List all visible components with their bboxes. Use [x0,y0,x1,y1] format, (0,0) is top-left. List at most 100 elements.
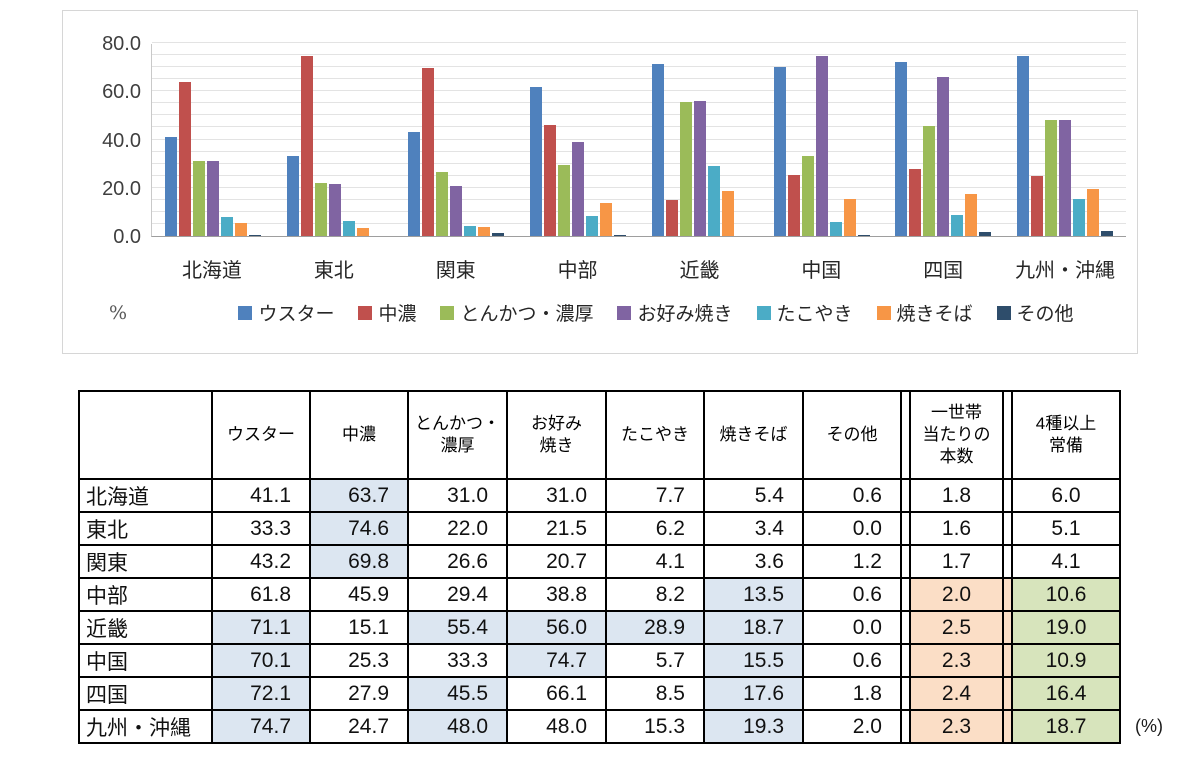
gridline [152,54,1126,56]
value-cell: 8.5 [605,676,705,711]
legend-item: とんかつ・濃厚 [440,299,593,326]
gridline [152,174,1126,176]
table-unit-label: (%) [1135,716,1163,736]
bar-group [1004,44,1126,236]
bar [787,175,800,236]
x-category-label: 九州・沖縄 [1015,260,1116,282]
bar [314,183,327,236]
value-cell: 21.5 [506,511,607,546]
gridline [152,162,1126,164]
legend-label: ウスター [258,304,335,325]
y-tick-label: 60.0 [102,81,141,104]
bar [492,233,505,236]
separator-cell [1002,577,1013,612]
value-cell: 0.0 [802,511,902,546]
value-cell: 4.1 [605,544,705,579]
bottles-per-household-cell: 2.3 [909,643,1004,678]
bar [1017,56,1030,236]
bar [923,126,936,236]
value-cell: 0.6 [802,577,902,612]
table-header-cell: とんかつ・ 濃厚 [407,390,508,480]
bottles-per-household-cell: 1.8 [909,478,1004,513]
region-cell: 関東 [78,544,213,579]
legend-item: お好み焼き [617,299,733,326]
bar [693,101,706,236]
table-header-cell: 焼きそば [703,390,804,480]
legend-item: たこやき [756,299,853,326]
bar [178,82,191,236]
legend-swatch [996,305,1011,320]
bar [356,228,369,236]
value-cell: 31.0 [506,478,607,513]
legend-swatch [876,305,891,320]
gridline [152,150,1126,152]
value-cell: 66.1 [506,676,607,711]
table-row: 九州・沖縄 74.7 24.7 48.0 48.0 15.3 19.3 2.0 2.3 18.7 [78,709,1121,744]
gridline [152,66,1126,68]
four-or-more-types-cell: 5.1 [1011,511,1121,546]
value-cell: 0.6 [802,643,902,678]
separator-cell [900,676,911,711]
bar [773,67,786,236]
value-cell: 24.7 [309,709,409,744]
separator-cell [900,610,911,645]
bar [206,161,219,236]
bar-group [517,44,639,236]
table-header-cell: ウスター [211,390,311,480]
gridline [152,210,1126,212]
four-or-more-types-cell: 6.0 [1011,478,1121,513]
legend-swatch [617,305,632,320]
bar [815,56,828,236]
table-row: 北海道 41.1 63.7 31.0 31.0 7.7 5.4 0.6 1.8 6.0 [78,478,1121,513]
value-cell: 41.1 [211,478,311,513]
x-category-label: 東北 [313,260,354,282]
region-cell: 近畿 [78,610,213,645]
legend-label: 焼きそば [896,304,973,325]
table-row: 四国 72.1 27.9 45.5 66.1 8.5 17.6 1.8 2.4 16.4 [78,676,1121,711]
bar [544,125,557,236]
bar [965,194,978,236]
value-cell: 5.7 [605,643,705,678]
bar [1059,120,1072,236]
gridline [152,222,1126,224]
bar [979,232,992,236]
bar [829,222,842,236]
bar [464,226,477,236]
x-category-label: 近畿 [679,260,720,282]
legend-label: 中濃 [378,304,417,325]
value-cell: 55.4 [407,610,508,645]
value-cell: 71.1 [211,610,311,645]
gridline [152,138,1126,140]
legend-label: たこやき [776,304,853,325]
bar [937,77,950,236]
bar [342,221,355,236]
value-cell: 6.2 [605,511,705,546]
bar-group [639,44,761,236]
bar [530,87,543,236]
plot-area [151,42,1126,237]
x-category-label: 中国 [801,260,842,282]
y-tick-label: 40.0 [102,129,141,152]
bar [1045,120,1058,236]
bar [422,68,435,236]
separator-cell [900,478,911,513]
bar [1087,189,1100,236]
four-or-more-types-cell: 16.4 [1011,676,1121,711]
x-category-label: 関東 [435,260,476,282]
region-cell: 北海道 [78,478,213,513]
y-axis-unit-label: % [108,301,128,324]
value-cell: 15.3 [605,709,705,744]
value-cell: 28.9 [605,610,705,645]
gridline [152,114,1126,116]
bottles-per-household-cell: 1.6 [909,511,1004,546]
value-cell: 38.8 [506,577,607,612]
bar [665,200,678,236]
separator-cell [1002,544,1013,579]
value-cell: 45.9 [309,577,409,612]
legend-swatch [440,305,455,320]
four-or-more-types-cell: 18.7 [1011,709,1121,744]
y-tick-label: 80.0 [102,33,141,55]
legend-label: とんかつ・濃厚 [460,304,594,325]
gridline [152,102,1126,104]
value-cell: 45.5 [407,676,508,711]
